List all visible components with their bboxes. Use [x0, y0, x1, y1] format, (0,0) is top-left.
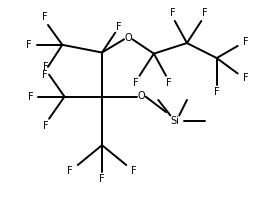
Text: Si: Si — [170, 116, 179, 126]
Text: F: F — [243, 36, 248, 46]
Text: F: F — [43, 62, 49, 72]
Text: F: F — [28, 92, 33, 102]
Text: F: F — [202, 8, 207, 18]
Text: F: F — [133, 78, 139, 88]
Text: F: F — [131, 166, 137, 176]
Text: F: F — [67, 166, 73, 176]
Text: F: F — [166, 78, 172, 88]
Text: F: F — [26, 40, 32, 50]
Text: F: F — [170, 8, 176, 18]
Text: F: F — [99, 174, 105, 184]
Text: F: F — [43, 121, 49, 131]
Text: O: O — [137, 91, 145, 101]
Text: F: F — [243, 73, 248, 83]
Text: F: F — [42, 12, 47, 22]
Text: F: F — [116, 22, 121, 32]
Text: O: O — [124, 33, 132, 43]
Text: F: F — [214, 87, 219, 97]
Text: F: F — [42, 70, 47, 80]
